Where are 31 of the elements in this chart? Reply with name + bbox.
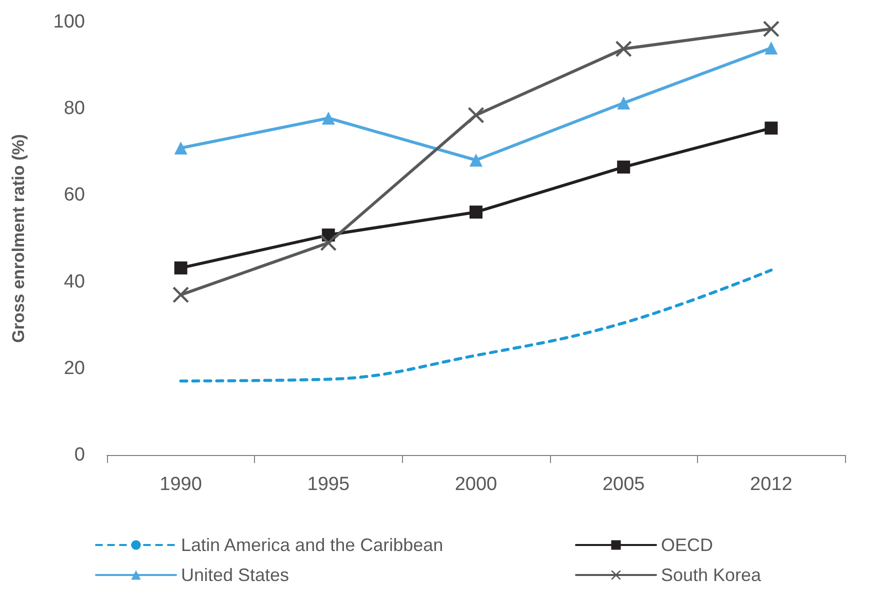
legend-label: Latin America and the Caribbean: [181, 535, 444, 555]
y-tick-label: 40: [64, 271, 85, 292]
point: [764, 41, 778, 54]
point: [764, 122, 778, 135]
y-tick-label: 20: [64, 358, 85, 379]
legend-label: OECD: [661, 535, 714, 555]
point: [763, 20, 780, 37]
point: [322, 112, 335, 125]
point: [172, 286, 189, 303]
y-axis-title: Gross enrolment ratio (%): [9, 134, 28, 343]
x-tick-label: 2005: [602, 474, 645, 495]
point: [174, 142, 188, 155]
line-series: [179, 268, 773, 382]
legend-label: United States: [181, 565, 290, 585]
legend-label: South Korea: [661, 565, 762, 585]
point: [470, 206, 482, 219]
point: [617, 96, 630, 110]
y-tick-label: 0: [74, 444, 85, 466]
point: [174, 261, 188, 274]
x-tick-label: 1990: [160, 474, 202, 495]
y-tick-label: 60: [64, 184, 85, 206]
point: [468, 107, 484, 124]
x-tick-label: 1995: [307, 474, 350, 495]
point: [616, 40, 632, 57]
point: [617, 160, 630, 174]
point: [470, 154, 482, 167]
y-tick-label: 100: [53, 12, 85, 32]
y-tick-label: 80: [64, 98, 85, 120]
point: [320, 234, 336, 251]
x-tick-label: 2000: [454, 474, 498, 495]
x-tick-label: 2012: [750, 474, 792, 495]
